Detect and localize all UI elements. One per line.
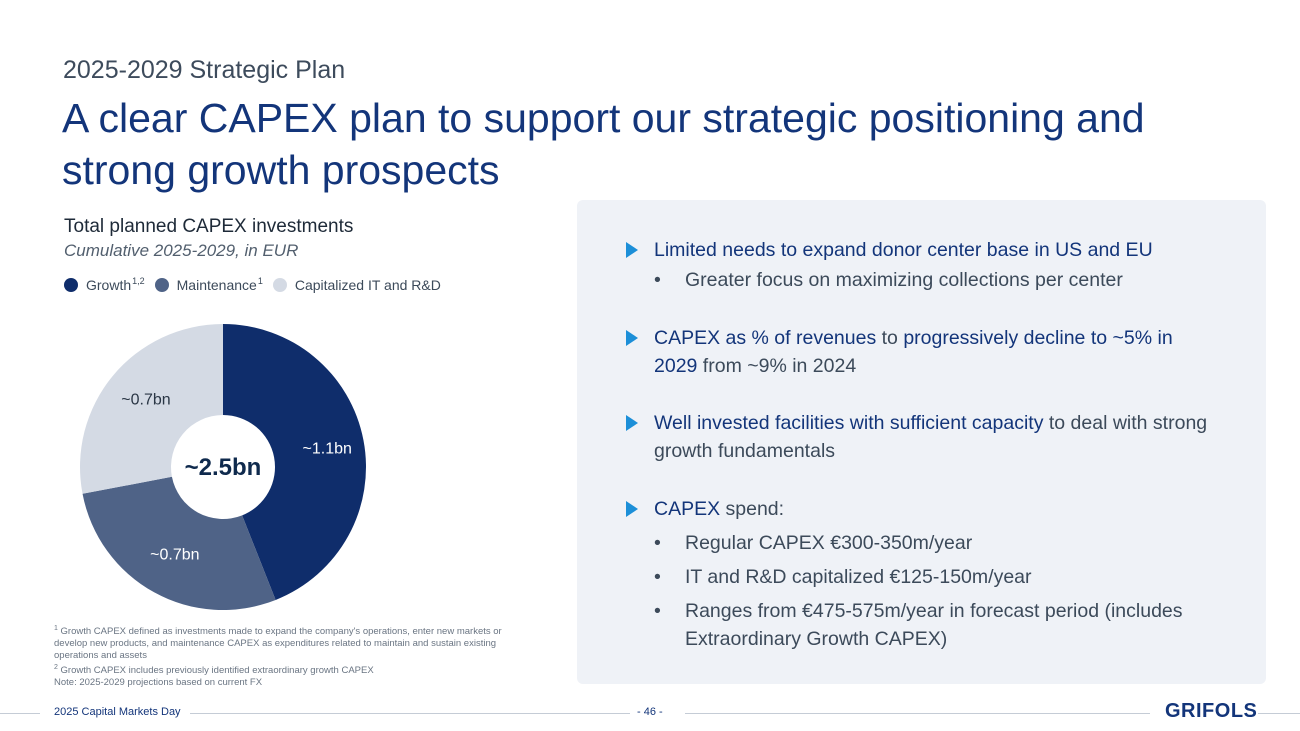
capex-donut-chart: ~1.1bn ~0.7bn ~0.7bn ~2.5bn	[79, 324, 367, 610]
bullet-text: CAPEX spend:	[628, 495, 1228, 523]
bullet-text: Well invested facilities with sufficient…	[628, 409, 1208, 465]
legend-label-it-rd: Capitalized IT and R&D	[294, 277, 441, 293]
footnote-2-marker: 2	[54, 664, 58, 672]
sub-bullet: • IT and R&D capitalized €125-150m/year	[628, 563, 1228, 591]
donut-slice-maintenance	[82, 476, 276, 610]
footnote-note: Note: 2025-2029 projections based on cur…	[54, 677, 263, 689]
bullet-capex-spend: CAPEX spend: • Regular CAPEX €300-350m/ye…	[626, 495, 1228, 653]
legend-label-maintenance: Maintenance	[176, 277, 257, 293]
bullet-highlight: Well invested facilities with sufficient…	[654, 412, 1044, 434]
footer-divider	[685, 713, 1150, 714]
footer-divider	[1258, 713, 1300, 714]
bullet-dot: •	[654, 566, 661, 588]
chart-title: Total planned CAPEX investments	[64, 216, 354, 237]
bullet-facilities: Well invested facilities with sufficient…	[626, 409, 1228, 465]
bullet-text: CAPEX as % of revenues to progressively …	[628, 324, 1213, 380]
legend-swatch-it-rd	[272, 278, 287, 292]
sub-bullet: • Ranges from €475-575m/year in forecast …	[628, 597, 1188, 653]
donut-center-label: ~2.5bn	[185, 454, 262, 481]
legend-item-it-rd: Capitalized IT and R&D	[272, 277, 441, 293]
donut-slice-growth	[223, 324, 367, 600]
bullet-highlight: Limited needs to expand donor center bas…	[654, 239, 1153, 261]
legend-item-maintenance: Maintenance 1	[154, 276, 263, 293]
bullet-dot: •	[654, 269, 661, 291]
chart-legend: Growth 1,2 Maintenance 1 Capitalized IT an…	[64, 276, 451, 293]
sub-bullet-text: Regular CAPEX €300-350m/year	[685, 532, 973, 554]
footer-divider	[190, 713, 630, 714]
play-arrow-icon	[626, 242, 638, 258]
play-arrow-icon	[626, 330, 638, 346]
footnote-1-text: Growth CAPEX defined as investments made…	[54, 626, 502, 662]
section-subtitle: 2025-2029 Strategic Plan	[63, 56, 346, 84]
footnotes: 1 Growth CAPEX defined as investments ma…	[54, 623, 524, 689]
donut-data-label: ~0.7bn	[150, 547, 199, 564]
bullet-dot: •	[654, 600, 661, 622]
bullet-plain: from ~9% in 2024	[697, 355, 857, 377]
bullet-plain: to deal with strong growth fundamentals	[654, 412, 1208, 462]
bullet-highlight: CAPEX	[654, 498, 721, 520]
grifols-logo: GRIFOLS	[1165, 700, 1258, 722]
bullet-plain: to	[876, 327, 904, 349]
footnote-1: 1 Growth CAPEX defined as investments ma…	[54, 623, 524, 662]
bullet-dot: •	[654, 532, 661, 554]
legend-sup-maintenance: 1	[257, 276, 263, 286]
bullet-plain: spend:	[720, 498, 785, 520]
sub-bullet: • Greater focus on maximizing collections…	[628, 266, 1228, 294]
legend-swatch-maintenance	[154, 278, 169, 292]
footnote-2: 2 Growth CAPEX includes previously ident…	[54, 662, 524, 677]
play-arrow-icon	[626, 415, 638, 431]
footnote-2-text: Growth CAPEX includes previously identif…	[60, 665, 374, 677]
page-title: A clear CAPEX plan to support our strate…	[62, 95, 1145, 193]
play-arrow-icon	[626, 501, 638, 517]
bullet-capex-revenue: CAPEX as % of revenues to progressively …	[626, 324, 1228, 380]
footer-divider	[0, 713, 40, 714]
legend-sup-growth: 1,2	[132, 276, 145, 286]
donut-slice-capitalized-it-and-r-d	[79, 324, 223, 494]
bullet-highlight: progressively decline to ~5% in 2029	[654, 327, 1173, 377]
chart-subtitle: Cumulative 2025-2029, in EUR	[64, 241, 299, 260]
bullet-donor-centers: Limited needs to expand donor center bas…	[626, 236, 1228, 294]
sub-bullet-text: Ranges from €475-575m/year in forecast p…	[685, 600, 1183, 650]
legend-item-growth: Growth 1,2	[64, 276, 145, 293]
footnote-1-marker: 1	[54, 625, 58, 632]
key-points-panel	[577, 200, 1266, 684]
legend-swatch-growth	[64, 278, 78, 292]
bullet-highlight: CAPEX as % of revenues	[654, 327, 877, 349]
page-number: - 46 -	[637, 706, 663, 718]
sub-bullet-text: IT and R&D capitalized €125-150m/year	[685, 566, 1032, 588]
footer-event-name: 2025 Capital Markets Day	[54, 706, 181, 718]
sub-bullet: • Regular CAPEX €300-350m/year	[628, 529, 1228, 557]
donut-data-label: ~1.1bn	[303, 440, 352, 457]
legend-label-growth: Growth	[86, 277, 132, 293]
donut-data-label: ~0.7bn	[121, 391, 170, 408]
bullet-text: Limited needs to expand donor center bas…	[628, 236, 1228, 264]
sub-bullet-text: Greater focus on maximizing collections …	[685, 269, 1123, 291]
